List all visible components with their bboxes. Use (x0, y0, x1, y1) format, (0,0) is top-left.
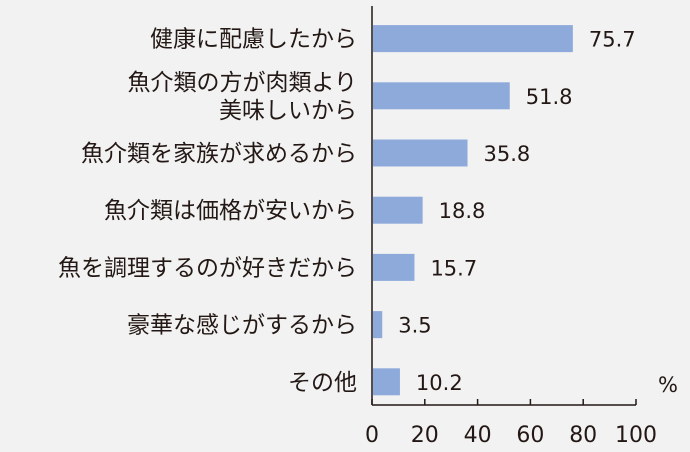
bar-4 (373, 196, 423, 224)
category-label: 健康に配慮したから (150, 27, 357, 53)
bar-5 (373, 253, 415, 281)
category-label: 魚介類を家族が求めるから (81, 141, 357, 167)
bar-6 (373, 311, 383, 339)
category-label: 魚介類の方が肉類より (127, 70, 357, 96)
x-tick-label: 80 (569, 423, 597, 448)
x-unit-label: % (658, 373, 678, 397)
category-label: 魚を調理するのが好きだから (58, 255, 357, 281)
bar-7 (373, 368, 400, 396)
category-label: 魚介類は価格が安いから (104, 198, 357, 224)
category-label: その他 (288, 370, 357, 396)
x-tick-label: 40 (464, 423, 492, 448)
x-tick-label: 20 (411, 423, 439, 448)
value-label: 15.7 (430, 256, 477, 280)
value-label: 18.8 (439, 199, 486, 223)
bar-1 (373, 25, 573, 53)
value-label: 75.7 (589, 28, 636, 52)
x-tick-label: 60 (516, 423, 544, 448)
value-label: 3.5 (398, 314, 431, 338)
value-label: 35.8 (484, 142, 531, 166)
bar-3 (373, 139, 468, 167)
bar-2 (373, 82, 510, 110)
x-tick-label: 100 (615, 423, 657, 448)
category-label: 豪華な感じがするから (127, 313, 357, 339)
x-tick-label: 0 (365, 423, 379, 448)
value-label: 51.8 (526, 85, 573, 109)
category-label: 美味しいから (219, 98, 357, 124)
value-label: 10.2 (416, 371, 463, 395)
